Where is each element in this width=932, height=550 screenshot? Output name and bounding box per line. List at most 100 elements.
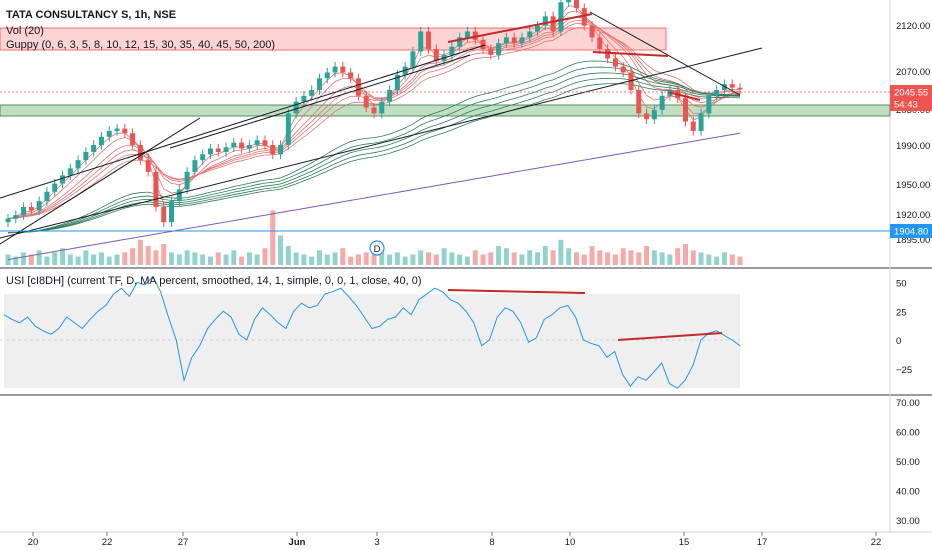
time-tick-label: 20	[28, 537, 39, 548]
candle-body	[239, 142, 245, 149]
volume-bar	[316, 250, 322, 265]
divergence-line-price[interactable]	[447, 13, 593, 43]
candle-body	[332, 66, 338, 73]
volume-bar	[620, 248, 626, 265]
trendline-left[interactable]	[0, 117, 201, 245]
volume-bar	[628, 250, 634, 265]
volume-bar	[511, 252, 517, 265]
volume-bar	[130, 248, 136, 265]
candle-body	[573, 0, 579, 9]
candle-body	[721, 84, 727, 90]
volume-bar	[410, 254, 416, 265]
volume-bar	[36, 250, 42, 265]
volume-bar	[278, 235, 284, 265]
candle-body	[21, 206, 27, 216]
volume-bar	[379, 246, 385, 265]
candle-body	[184, 171, 190, 190]
volume-bar	[309, 256, 315, 265]
usi-tick-label: 0	[896, 336, 901, 347]
candle-body	[418, 31, 424, 52]
candle-body	[644, 113, 650, 120]
volume-bar	[457, 254, 463, 265]
usi-band	[4, 294, 740, 388]
usi-label: USI [cI8DH] (current TF, D, MA percent, …	[6, 275, 422, 287]
time-axis[interactable]: 20 22 27 Jun 3 8 10 15 17 22	[28, 532, 882, 548]
candle-body	[472, 31, 478, 40]
trendline-mid[interactable]	[169, 54, 471, 149]
candle-body	[488, 49, 494, 55]
volume-bar	[659, 252, 665, 265]
trendline-lower[interactable]	[0, 47, 763, 239]
volume-bar	[675, 248, 681, 265]
price-tick-label: 1895.00	[896, 235, 930, 246]
trendline-upper[interactable]	[0, 44, 486, 199]
trendline-down[interactable]	[589, 11, 741, 96]
dividend-marker[interactable]	[369, 240, 385, 256]
price-axis[interactable]: 2120.002070.002030.001990.001950.001920.…	[896, 21, 930, 246]
price-tick-label: 1920.00	[896, 210, 930, 221]
divergence-line-price-2[interactable]	[592, 51, 669, 57]
volume-bar	[503, 248, 509, 265]
candle-body	[5, 218, 11, 223]
volume-bar	[706, 254, 712, 265]
divergence-line-usi[interactable]	[447, 289, 586, 294]
support-zone[interactable]	[0, 104, 891, 117]
candle-body	[589, 25, 595, 38]
guppy-fast-line	[7, 16, 741, 220]
candle-body	[628, 72, 634, 90]
volume-bar	[542, 246, 548, 265]
volume-bar	[714, 256, 720, 265]
candle-body	[457, 37, 463, 47]
volume-bar	[394, 252, 400, 265]
volume-bar	[441, 248, 447, 265]
volume-bar	[597, 250, 603, 265]
third-axis[interactable]: 70.00 60.00 50.00 40.00 30.00	[896, 398, 920, 527]
candle-body	[659, 95, 665, 110]
candles	[5, 0, 743, 227]
usi-axis[interactable]: 50 25 0 −25	[896, 279, 912, 376]
volume-bar	[215, 252, 221, 265]
volume-bar	[558, 239, 564, 265]
candle-body	[714, 90, 720, 96]
time-tick-label: 15	[679, 537, 690, 548]
candle-body	[527, 31, 533, 38]
volume-bar	[192, 252, 198, 265]
candle-body	[293, 101, 299, 114]
divergence-line-price-3[interactable]	[667, 91, 701, 101]
volume-bar	[589, 246, 595, 265]
candle-body	[581, 8, 587, 26]
volume-bar	[636, 252, 642, 265]
volume-bar	[340, 248, 346, 265]
candle-body	[363, 95, 369, 108]
candle-body	[355, 78, 361, 96]
volume-bar	[200, 254, 206, 265]
volume-bar	[449, 252, 455, 265]
volume-bar	[426, 252, 432, 265]
candle-body	[246, 144, 252, 149]
candle-body	[122, 128, 128, 134]
volume-bar	[402, 256, 408, 265]
candle-body	[410, 51, 416, 67]
usi-line[interactable]	[3, 275, 741, 389]
divergence-line-usi-2[interactable]	[617, 332, 723, 341]
price-tag-box	[890, 85, 932, 99]
guppy-label: Guppy (0, 6, 3, 5, 8, 10, 12, 15, 30, 35…	[6, 39, 275, 51]
volume-bar	[324, 254, 330, 265]
candle-body	[36, 201, 42, 211]
volume-bar	[682, 244, 688, 265]
candle-body	[550, 16, 556, 32]
candle-body	[690, 121, 696, 131]
volume-bar	[5, 254, 11, 265]
symbol-title: TATA CONSULTANCY S, 1h, NSE	[6, 9, 176, 21]
price-pane[interactable]	[0, 0, 890, 268]
volume-bar	[52, 252, 58, 265]
candle-body	[13, 215, 19, 219]
candle-body	[130, 133, 136, 145]
volume-bar	[231, 250, 237, 265]
volume-bar	[161, 244, 167, 265]
volume-bar	[690, 250, 696, 265]
candle-body	[433, 49, 439, 61]
price-tick-label: 1990.00	[896, 141, 930, 152]
